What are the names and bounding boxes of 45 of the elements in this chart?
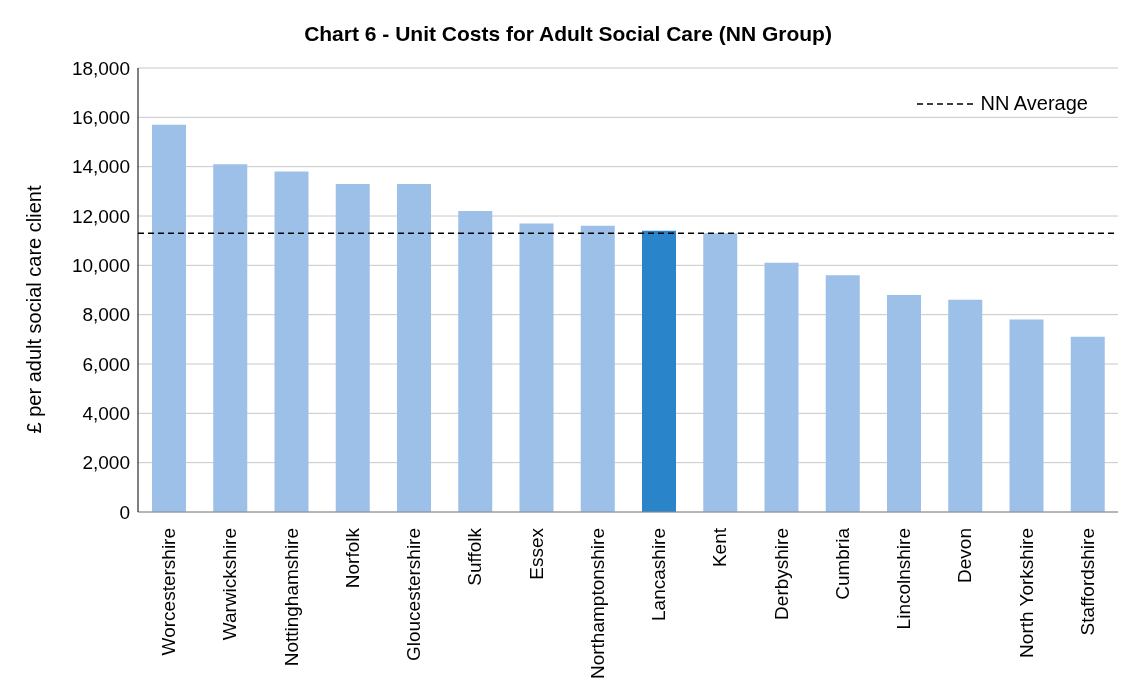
x-tick-label: Norfolk — [341, 527, 363, 589]
bar — [825, 275, 860, 512]
bar — [580, 225, 615, 512]
x-tick-label: Kent — [709, 527, 731, 568]
bar — [519, 223, 554, 512]
y-tick-label: 10,000 — [71, 255, 130, 277]
bar — [458, 211, 493, 512]
y-axis-title: £ per adult social care client — [22, 184, 46, 436]
x-tick-label: Devon — [954, 528, 976, 583]
y-tick-label: 18,000 — [71, 57, 130, 79]
x-tick-label: Warwickshire — [219, 528, 241, 641]
x-tick-label: Derbyshire — [770, 528, 792, 620]
bar — [948, 299, 983, 512]
x-tick-label: Essex — [525, 527, 547, 580]
x-tick-label: Cumbria — [831, 527, 853, 600]
x-tick-label: Worcestershire — [158, 528, 180, 656]
bar — [335, 183, 370, 512]
y-tick-label: 4,000 — [82, 403, 130, 425]
x-tick-label: Lancashire — [648, 528, 670, 621]
x-tick-label: Lincolnshire — [893, 528, 915, 630]
bar — [642, 230, 676, 512]
bar — [274, 171, 309, 512]
x-tick-label: Suffolk — [464, 527, 486, 586]
bar — [703, 233, 738, 512]
bar — [1009, 319, 1044, 512]
legend-label: NN Average — [980, 92, 1088, 115]
x-tick-label: Nottinghamshire — [280, 528, 302, 667]
bar — [213, 164, 248, 512]
bar — [1070, 336, 1105, 512]
bar — [397, 183, 431, 512]
y-tick-label: 2,000 — [82, 452, 130, 474]
bar — [887, 294, 921, 512]
y-tick-label: 6,000 — [82, 353, 130, 375]
y-tick-label: 12,000 — [71, 205, 130, 227]
y-tick-label: 8,000 — [82, 304, 130, 326]
chart-title: Chart 6 - Unit Costs for Adult Social Care (NN Group) — [303, 22, 833, 46]
x-tick-label: Northamptonshire — [586, 528, 608, 680]
bar — [764, 262, 799, 512]
x-tick-label: Gloucestershire — [403, 528, 425, 662]
y-tick-label: 0 — [119, 501, 130, 523]
x-tick-label: North Yorkshire — [1015, 528, 1037, 658]
y-tick-label: 14,000 — [71, 156, 130, 178]
bar — [152, 124, 186, 512]
x-tick-label: Staffordshire — [1076, 528, 1098, 636]
y-tick-label: 16,000 — [71, 107, 130, 129]
